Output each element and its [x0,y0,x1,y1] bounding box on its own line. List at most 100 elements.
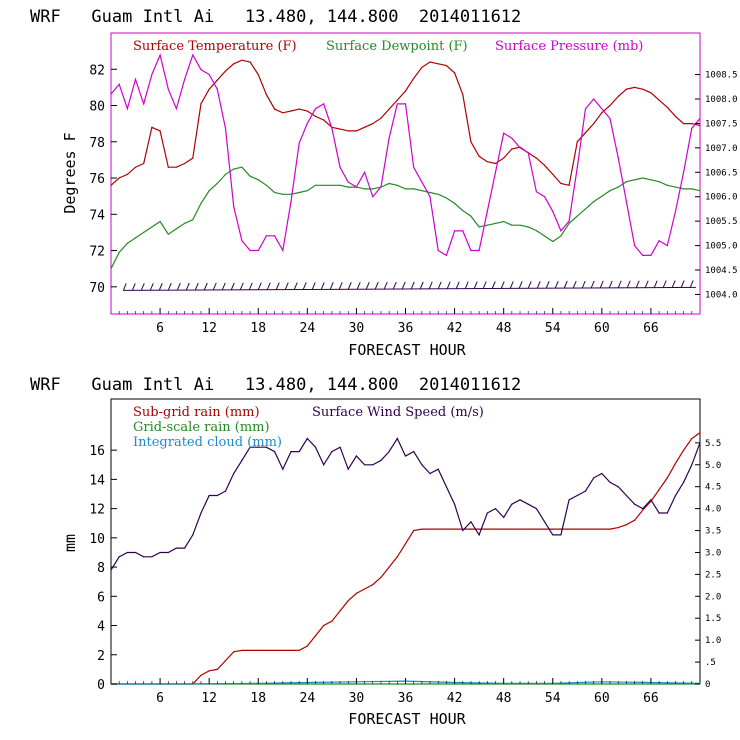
y-tick-label: 2 [97,649,105,664]
data-point [650,179,652,181]
wind-barb [266,282,271,290]
wind-barb [203,282,208,291]
data-point [396,99,398,101]
data-point [535,157,538,159]
data-point [642,508,644,510]
data-point [568,222,570,224]
data-point [339,166,341,168]
data-point [691,188,693,190]
data-point [494,162,497,165]
data-point [143,556,145,558]
data-point [257,74,259,76]
data-point [658,181,660,183]
data-point [478,528,480,530]
data-point [249,175,251,177]
data-point [282,193,284,195]
data-point [134,166,137,168]
data-point [544,196,546,198]
data-point [494,508,497,510]
data-point [503,132,505,134]
data-point [314,635,317,637]
data-point [429,61,431,63]
wind-barb [257,282,262,290]
data-point [167,166,169,168]
data-point [617,95,619,98]
data-point [478,155,480,157]
data-point [576,141,578,143]
data-point [364,126,366,128]
data-point [241,59,243,61]
data-point [151,556,153,558]
x-tick-label: 12 [201,691,217,706]
data-point [364,171,366,173]
wind-barb [527,281,532,289]
panel1-frame [110,32,701,315]
data-point [544,235,546,237]
data-point [429,472,431,475]
data-point [683,188,685,190]
data-point [184,547,186,549]
data-point [584,528,587,530]
data-point [658,489,660,491]
data-point [601,528,603,530]
data-point [552,240,554,243]
y-tick-label: 6 [97,590,105,605]
data-point [519,147,521,149]
data-point [298,649,300,652]
wind-barb [464,281,469,289]
panel1-y-axis-label: Degrees F [61,132,79,213]
data-point [184,78,186,80]
x-tick-label: 30 [349,691,365,706]
x-tick-label: 18 [250,321,266,336]
legend-integrated-cloud: Integrated cloud (mm) [133,435,282,450]
data-point [233,205,235,208]
x-tick-label: 42 [447,321,463,336]
panel2-x-axis-label: FORECAST HOUR [348,710,466,728]
data-point [445,254,447,256]
wind-barb [194,282,199,291]
data-point [290,110,292,112]
x-tick-label: 42 [447,691,463,706]
data-point [658,99,660,101]
data-point [126,173,128,175]
wind-barb [635,280,640,288]
wind-barb [356,282,361,290]
data-point [126,551,128,554]
right-tick-label: 1004.5 [705,266,738,276]
data-point [200,103,202,105]
data-point [347,186,349,188]
data-point [454,503,456,505]
right-tick-label: 1007.0 [705,144,738,154]
data-point [339,446,341,448]
data-point [388,451,390,453]
data-point [257,249,259,252]
right-tick-label: 1008.0 [705,95,738,105]
data-point [437,193,439,195]
data-point [519,499,521,501]
data-point [257,446,259,448]
data-point [184,222,186,224]
data-point [454,202,456,204]
data-point [462,230,464,232]
right-tick-label: 1006.0 [705,193,738,203]
x-tick-label: 36 [398,691,414,706]
data-point [265,446,267,448]
data-point [257,649,259,652]
data-point [691,464,693,466]
data-point [527,503,529,505]
data-point [306,645,308,647]
data-point [388,566,390,568]
data-point [519,224,521,226]
data-point [306,122,308,124]
data-point [486,512,488,514]
data-point [126,108,128,110]
data-point [511,137,513,139]
data-point [413,188,415,190]
data-point [470,528,472,530]
data-point [306,190,308,192]
wind-barb [572,280,577,289]
data-point [421,66,423,68]
y-tick-label: 12 [89,503,105,518]
wind-barb [185,282,190,291]
data-point [265,94,267,96]
